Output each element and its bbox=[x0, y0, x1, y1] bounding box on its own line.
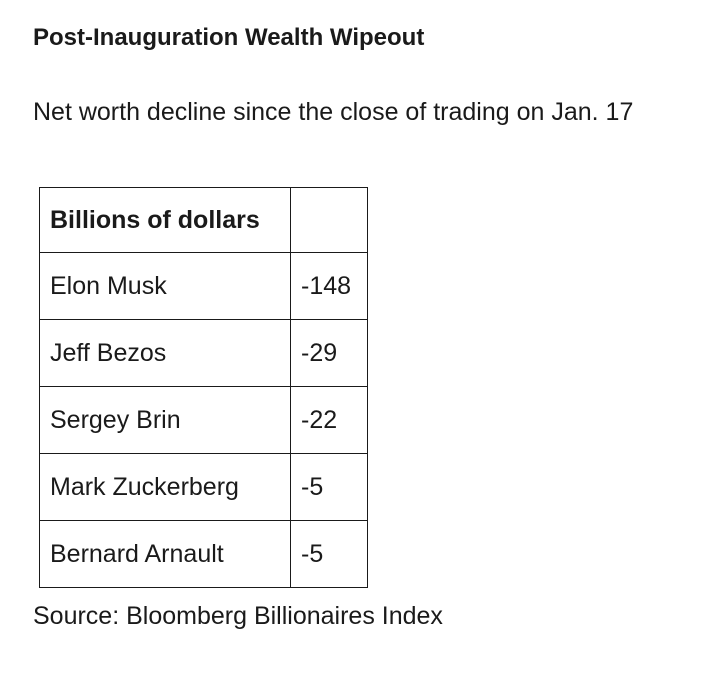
table-row: Bernard Arnault -5 bbox=[39, 520, 368, 588]
person-name-cell: Bernard Arnault bbox=[39, 520, 291, 588]
net-worth-change-cell: -148 bbox=[290, 252, 368, 320]
person-name-cell: Sergey Brin bbox=[39, 386, 291, 454]
source-attribution: Source: Bloomberg Billionaires Index bbox=[33, 602, 443, 630]
net-worth-change-cell: -5 bbox=[290, 520, 368, 588]
table-header-unit-label: Billions of dollars bbox=[39, 187, 291, 253]
table-row: Elon Musk -148 bbox=[39, 252, 368, 320]
table-row: Jeff Bezos -29 bbox=[39, 319, 368, 387]
net-worth-change-cell: -5 bbox=[290, 453, 368, 521]
table-header-row: Billions of dollars bbox=[39, 187, 368, 253]
net-worth-change-cell: -29 bbox=[290, 319, 368, 387]
net-worth-change-cell: -22 bbox=[290, 386, 368, 454]
table-row: Mark Zuckerberg -5 bbox=[39, 453, 368, 521]
person-name-cell: Jeff Bezos bbox=[39, 319, 291, 387]
table-row: Sergey Brin -22 bbox=[39, 386, 368, 454]
person-name-cell: Elon Musk bbox=[39, 252, 291, 320]
table-header-empty-cell bbox=[290, 187, 368, 253]
chart-subtitle: Net worth decline since the close of tra… bbox=[33, 98, 634, 126]
person-name-cell: Mark Zuckerberg bbox=[39, 453, 291, 521]
wealth-decline-table: Billions of dollars Elon Musk -148 Jeff … bbox=[39, 187, 368, 588]
chart-title: Post-Inauguration Wealth Wipeout bbox=[33, 24, 425, 51]
